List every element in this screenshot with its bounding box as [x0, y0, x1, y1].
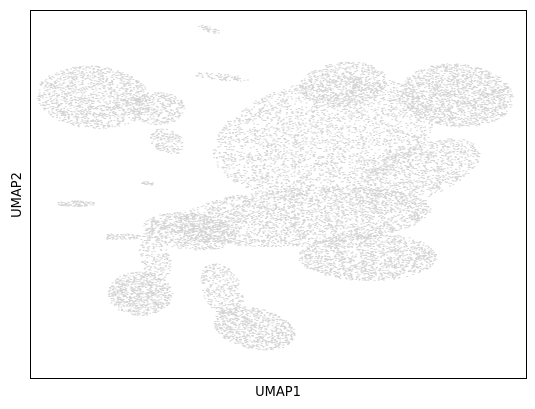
cluster-lower-right	[298, 232, 438, 281]
scatter-points	[37, 24, 515, 351]
cluster-tiny-blob	[141, 181, 154, 186]
x-axis-label: UMAP1	[255, 385, 301, 400]
cluster-top-left	[37, 65, 151, 129]
cluster-left-band	[143, 211, 237, 251]
cluster-center-upper	[298, 61, 388, 108]
cluster-bottom-stem	[200, 263, 244, 317]
cluster-top-streak	[197, 24, 220, 34]
cluster-top-right	[400, 63, 515, 128]
cluster-left-streak	[57, 200, 95, 207]
plot-frame	[30, 10, 527, 379]
cluster-bottom-left-arm	[138, 231, 172, 282]
cluster-small-bar	[106, 233, 141, 240]
cluster-upper-streak	[195, 72, 249, 82]
cluster-top-left-tail	[149, 128, 184, 154]
cluster-bottom-center	[213, 306, 296, 351]
cluster-top-left-neck	[130, 92, 186, 126]
cluster-middle-band	[174, 185, 432, 248]
y-axis-label: UMAP2	[10, 172, 25, 218]
cluster-bottom-left	[107, 271, 174, 316]
